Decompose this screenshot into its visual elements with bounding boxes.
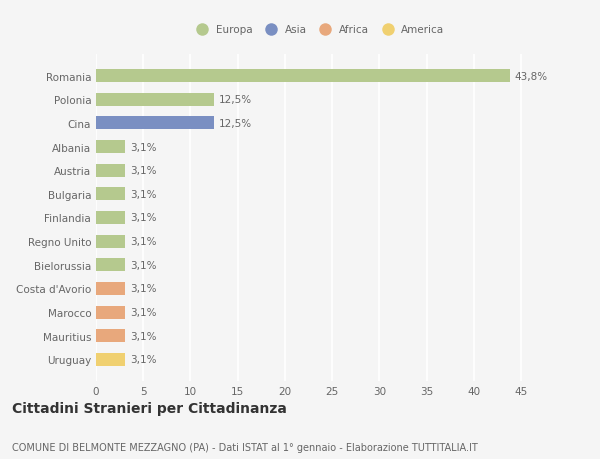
Text: 3,1%: 3,1%	[130, 284, 157, 294]
Bar	[96, 353, 125, 366]
Text: 3,1%: 3,1%	[130, 260, 157, 270]
Bar	[96, 282, 125, 295]
Text: 12,5%: 12,5%	[219, 95, 252, 105]
Bar	[96, 235, 125, 248]
Text: 3,1%: 3,1%	[130, 142, 157, 152]
Text: 12,5%: 12,5%	[219, 118, 252, 129]
Text: 3,1%: 3,1%	[130, 237, 157, 246]
Text: 3,1%: 3,1%	[130, 308, 157, 318]
Text: 43,8%: 43,8%	[514, 72, 548, 81]
Bar	[96, 330, 125, 342]
Text: 3,1%: 3,1%	[130, 355, 157, 364]
Bar	[96, 212, 125, 224]
Bar	[96, 141, 125, 154]
Text: 3,1%: 3,1%	[130, 190, 157, 199]
Bar	[96, 117, 214, 130]
Text: 3,1%: 3,1%	[130, 213, 157, 223]
Text: Cittadini Stranieri per Cittadinanza: Cittadini Stranieri per Cittadinanza	[12, 402, 287, 415]
Text: 3,1%: 3,1%	[130, 166, 157, 176]
Text: 3,1%: 3,1%	[130, 331, 157, 341]
Bar	[96, 306, 125, 319]
Text: COMUNE DI BELMONTE MEZZAGNO (PA) - Dati ISTAT al 1° gennaio - Elaborazione TUTTI: COMUNE DI BELMONTE MEZZAGNO (PA) - Dati …	[12, 442, 478, 452]
Bar	[96, 70, 510, 83]
Bar	[96, 188, 125, 201]
Legend: Europa, Asia, Africa, America: Europa, Asia, Africa, America	[188, 21, 448, 39]
Bar	[96, 259, 125, 272]
Bar	[96, 94, 214, 106]
Bar	[96, 164, 125, 177]
